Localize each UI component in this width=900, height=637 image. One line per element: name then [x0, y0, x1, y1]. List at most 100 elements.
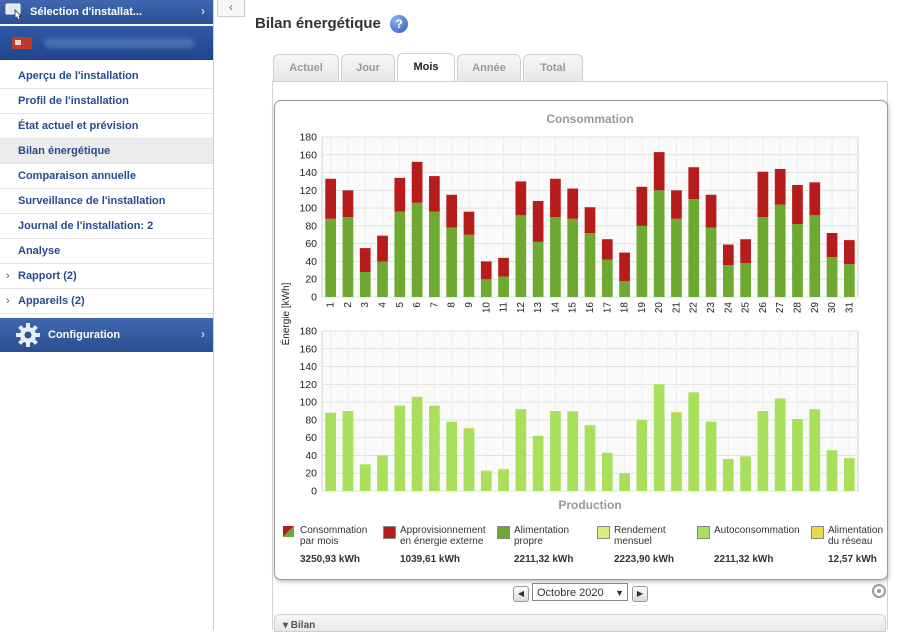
bar-prod-base: [411, 396, 423, 491]
y-tick-label-prod: 60: [305, 432, 317, 444]
bar-prod-top: [671, 411, 682, 413]
y-tick-label-conso: 80: [305, 220, 317, 232]
sidebar-item-profil[interactable]: Profil de l'installation: [0, 89, 213, 114]
page-title: Bilan énergétique: [255, 15, 381, 32]
export-icon[interactable]: [871, 583, 887, 599]
sidebar-item-apercu[interactable]: Aperçu de l'installation: [0, 64, 213, 89]
tab-mois[interactable]: Mois: [397, 53, 455, 82]
x-tick-label: 6: [412, 302, 423, 308]
legend-label: Alimentation propre: [514, 525, 570, 547]
installation-selection-button[interactable]: Sélection d'installat... ›: [0, 0, 213, 24]
bar-conso-base: [740, 263, 751, 297]
collapse-sidebar-button[interactable]: ‹: [217, 0, 245, 17]
bar-prod-base: [584, 425, 596, 491]
bar-conso-base: [446, 227, 458, 297]
bar-prod-base: [394, 405, 406, 491]
owner-name-redacted: [44, 38, 194, 48]
configuration-button[interactable]: Configuration ›: [0, 318, 213, 352]
bar-conso-top: [515, 181, 527, 216]
tab-annee[interactable]: Année: [457, 54, 521, 81]
installation-owner-banner[interactable]: [0, 26, 213, 60]
legend-value: 2211,32 kWh: [514, 554, 574, 565]
bar-conso-base: [463, 234, 475, 297]
legend-value: 2211,32 kWh: [714, 554, 774, 565]
bar-prod-base: [377, 455, 388, 491]
x-tick-label: 1: [326, 302, 337, 308]
bar-prod-base: [826, 450, 838, 491]
bar-conso-top: [757, 171, 769, 217]
bar-conso-base: [671, 218, 682, 297]
y-tick-label-conso: 20: [305, 274, 317, 286]
bar-prod-base: [532, 435, 544, 491]
sidebar-item-etat-actuel[interactable]: État actuel et prévision: [0, 114, 213, 139]
help-icon[interactable]: ?: [390, 15, 408, 33]
x-tick-label: 14: [550, 302, 561, 314]
legend-value: 1039,61 kWh: [400, 554, 461, 565]
bar-conso-top: [584, 207, 596, 233]
legend-label: Approvisionnement en énergie externe: [400, 525, 486, 547]
x-tick-label: 26: [758, 302, 769, 314]
sidebar-group-rapport[interactable]: › Rapport (2): [0, 264, 213, 289]
bar-prod-base: [567, 411, 579, 491]
chart-title-conso: Consommation: [546, 112, 633, 126]
y-tick-label-prod: 180: [299, 326, 317, 338]
bar-conso-base: [359, 272, 371, 297]
tab-divider: [272, 81, 887, 82]
x-tick-label: 27: [775, 302, 786, 314]
bar-conso-base: [532, 241, 544, 297]
installation-selection-label: Sélection d'installat...: [30, 6, 143, 18]
x-tick-label: 12: [516, 302, 527, 314]
bar-prod-base: [653, 384, 665, 491]
bar-conso-base: [826, 257, 838, 297]
x-tick-label: 24: [723, 302, 734, 314]
bar-prod-base: [480, 471, 492, 491]
bar-prod-top: [567, 411, 579, 412]
chevron-down-icon: ▼: [615, 588, 624, 598]
x-tick-label: 9: [464, 302, 475, 308]
bilan-section-header[interactable]: ▾ Bilan: [274, 614, 886, 632]
bar-conso-base: [567, 218, 579, 297]
x-tick-label: 3: [360, 302, 371, 308]
legend-swatch-approvisionnement: [383, 526, 396, 539]
bar-conso-base: [705, 227, 717, 297]
x-tick-label: 31: [844, 302, 855, 314]
bar-prod-top: [498, 468, 509, 470]
legend-label: Autoconsommation: [714, 525, 800, 536]
bar-prod-base: [705, 421, 717, 491]
bar-prod-base: [671, 412, 682, 491]
tab-total[interactable]: Total: [523, 54, 583, 81]
bar-conso-base: [843, 264, 855, 297]
legend-swatch-alimentation-propre: [497, 526, 510, 539]
y-tick-label-prod: 40: [305, 450, 317, 462]
bar-conso-base: [550, 217, 561, 297]
tab-jour[interactable]: Jour: [341, 54, 395, 81]
month-select[interactable]: Octobre 2020 ▼: [532, 583, 628, 601]
hand-pointer-icon: [0, 0, 30, 24]
previous-month-button[interactable]: ◀: [513, 586, 529, 602]
chevron-right-icon: ›: [201, 4, 205, 18]
bar-prod-base: [757, 411, 769, 491]
sidebar-item-surveillance[interactable]: Surveillance de l'installation: [0, 189, 213, 214]
bar-conso-top: [446, 194, 458, 228]
sidebar-item-analyse[interactable]: Analyse: [0, 239, 213, 264]
bar-conso-base: [774, 204, 786, 297]
bar-conso-base: [480, 279, 492, 297]
bar-conso-base: [325, 218, 337, 297]
y-tick-label-conso: 60: [305, 238, 317, 250]
sidebar-group-appareils[interactable]: › Appareils (2): [0, 289, 213, 314]
sidebar-item-bilan-energetique[interactable]: Bilan énergétique: [0, 139, 213, 164]
sidebar-item-comparaison-annuelle[interactable]: Comparaison annuelle: [0, 164, 213, 189]
sidebar-item-journal[interactable]: Journal de l'installation: 2: [0, 214, 213, 239]
x-tick-label: 16: [585, 302, 596, 314]
bar-conso-top: [532, 201, 544, 242]
bar-conso-base: [377, 261, 388, 297]
x-tick-label: 29: [810, 302, 821, 314]
bar-conso-base: [394, 211, 406, 297]
next-month-button[interactable]: ▶: [632, 586, 648, 602]
x-tick-label: 5: [395, 302, 406, 308]
bar-prod-base: [325, 412, 337, 491]
tab-actuel[interactable]: Actuel: [273, 54, 339, 81]
bar-prod-base: [498, 469, 509, 491]
x-tick-label: 20: [654, 302, 665, 314]
bar-prod-base: [792, 419, 803, 491]
